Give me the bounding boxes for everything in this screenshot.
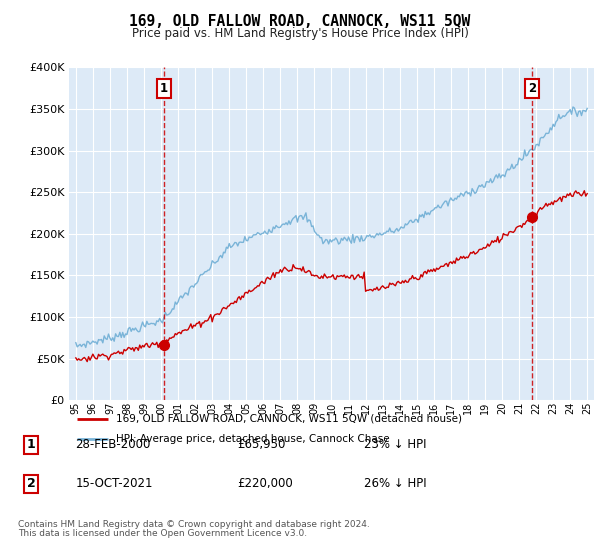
Text: 1: 1: [26, 438, 35, 451]
Text: HPI: Average price, detached house, Cannock Chase: HPI: Average price, detached house, Cann…: [116, 434, 390, 444]
Text: 28-FEB-2000: 28-FEB-2000: [76, 438, 151, 451]
Text: 169, OLD FALLOW ROAD, CANNOCK, WS11 5QW: 169, OLD FALLOW ROAD, CANNOCK, WS11 5QW: [130, 14, 470, 29]
Text: 15-OCT-2021: 15-OCT-2021: [76, 477, 153, 491]
Text: 169, OLD FALLOW ROAD, CANNOCK, WS11 5QW (detached house): 169, OLD FALLOW ROAD, CANNOCK, WS11 5QW …: [116, 414, 462, 424]
Text: £220,000: £220,000: [237, 477, 293, 491]
Text: £65,950: £65,950: [237, 438, 285, 451]
Text: 2: 2: [529, 82, 536, 95]
Text: Contains HM Land Registry data © Crown copyright and database right 2024.: Contains HM Land Registry data © Crown c…: [18, 520, 370, 529]
Text: 1: 1: [160, 82, 168, 95]
Text: 23% ↓ HPI: 23% ↓ HPI: [364, 438, 426, 451]
Text: This data is licensed under the Open Government Licence v3.0.: This data is licensed under the Open Gov…: [18, 529, 307, 538]
Text: Price paid vs. HM Land Registry's House Price Index (HPI): Price paid vs. HM Land Registry's House …: [131, 27, 469, 40]
Text: 2: 2: [26, 477, 35, 491]
Text: 26% ↓ HPI: 26% ↓ HPI: [364, 477, 426, 491]
